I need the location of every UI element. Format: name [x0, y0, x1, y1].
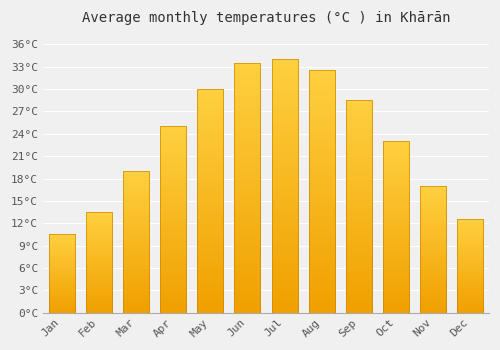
Bar — [458, 219, 483, 313]
Bar — [234, 63, 260, 313]
Bar — [383, 141, 409, 313]
Bar — [272, 59, 297, 313]
Bar — [308, 70, 334, 313]
Bar — [197, 89, 223, 313]
Bar — [123, 171, 149, 313]
Title: Average monthly temperatures (°C ) in Khārān: Average monthly temperatures (°C ) in Kh… — [82, 11, 450, 25]
Bar — [420, 186, 446, 313]
Bar — [48, 234, 74, 313]
Bar — [346, 100, 372, 313]
Bar — [86, 212, 112, 313]
Bar — [160, 126, 186, 313]
